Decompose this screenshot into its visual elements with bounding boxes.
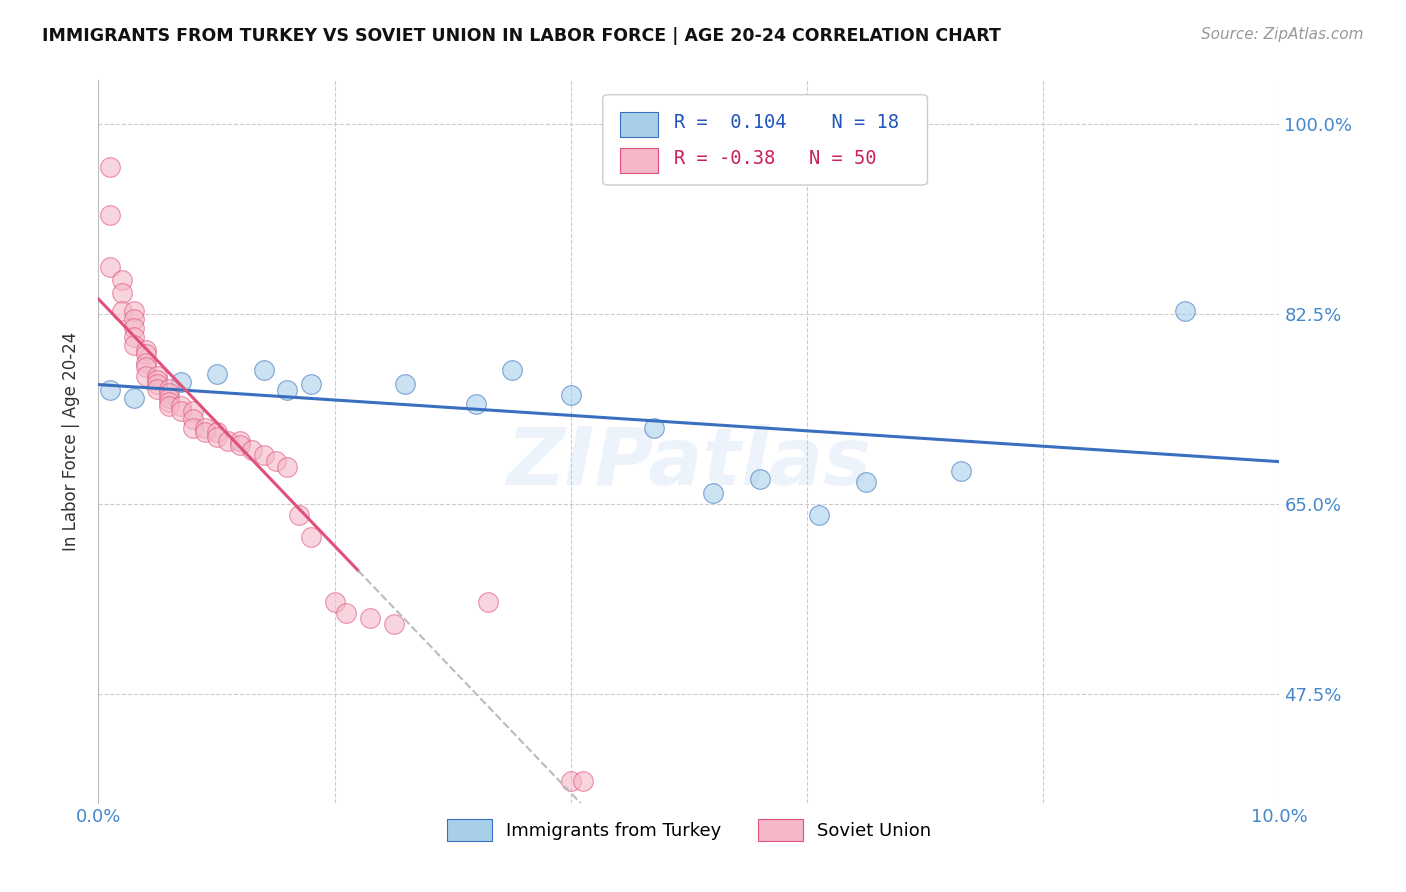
Text: Source: ZipAtlas.com: Source: ZipAtlas.com xyxy=(1201,27,1364,42)
Point xyxy=(276,383,298,397)
FancyBboxPatch shape xyxy=(620,112,658,137)
Point xyxy=(135,356,157,370)
Legend: Immigrants from Turkey, Soviet Union: Immigrants from Turkey, Soviet Union xyxy=(440,812,938,848)
Point xyxy=(394,377,416,392)
Point xyxy=(111,286,134,301)
Point xyxy=(299,377,322,392)
Point xyxy=(253,448,276,462)
Point xyxy=(157,399,180,413)
Point xyxy=(205,425,228,440)
Point xyxy=(501,363,523,377)
Point xyxy=(122,329,145,343)
Point xyxy=(205,430,228,444)
Point xyxy=(855,475,877,490)
Point xyxy=(122,303,145,318)
Point xyxy=(465,397,488,411)
Point xyxy=(157,391,180,405)
Point xyxy=(276,460,298,475)
Point xyxy=(146,373,169,387)
Point xyxy=(122,391,145,405)
Point xyxy=(643,421,665,435)
Point xyxy=(1174,303,1197,318)
Point xyxy=(229,438,252,452)
Point xyxy=(181,403,204,417)
Y-axis label: In Labor Force | Age 20-24: In Labor Force | Age 20-24 xyxy=(62,332,80,551)
Point xyxy=(135,347,157,361)
Point xyxy=(382,616,405,631)
Point xyxy=(146,382,169,396)
Point xyxy=(98,383,121,397)
Point xyxy=(122,338,145,352)
Point xyxy=(748,472,770,486)
Point xyxy=(122,321,145,335)
Point xyxy=(205,367,228,381)
Point xyxy=(122,312,145,326)
Point xyxy=(217,434,239,448)
Point xyxy=(323,595,346,609)
FancyBboxPatch shape xyxy=(603,95,928,185)
Point xyxy=(135,368,157,383)
Point xyxy=(240,442,263,457)
Point xyxy=(181,421,204,435)
Point xyxy=(111,273,134,287)
Point xyxy=(359,611,381,625)
Point xyxy=(146,368,169,383)
Point xyxy=(111,303,134,318)
Text: IMMIGRANTS FROM TURKEY VS SOVIET UNION IN LABOR FORCE | AGE 20-24 CORRELATION CH: IMMIGRANTS FROM TURKEY VS SOVIET UNION I… xyxy=(42,27,1001,45)
Point xyxy=(560,774,582,789)
Point xyxy=(170,403,193,417)
Point xyxy=(98,260,121,275)
Point xyxy=(157,382,180,396)
Point xyxy=(335,606,357,620)
Point xyxy=(135,343,157,357)
Text: R = -0.38   N = 50: R = -0.38 N = 50 xyxy=(673,149,876,168)
Point xyxy=(157,386,180,401)
Point xyxy=(146,377,169,392)
Point xyxy=(98,160,121,174)
Point xyxy=(181,412,204,426)
Point xyxy=(807,508,830,522)
Point xyxy=(949,464,972,478)
Point xyxy=(194,421,217,435)
FancyBboxPatch shape xyxy=(620,148,658,173)
Text: R =  0.104    N = 18: R = 0.104 N = 18 xyxy=(673,112,898,132)
Point xyxy=(170,376,193,390)
Point xyxy=(288,508,311,522)
Point xyxy=(229,434,252,448)
Point xyxy=(135,360,157,375)
Point xyxy=(98,208,121,222)
Point xyxy=(702,486,724,500)
Point xyxy=(157,395,180,409)
Point xyxy=(299,530,322,544)
Point xyxy=(170,399,193,413)
Text: ZIPatlas: ZIPatlas xyxy=(506,425,872,502)
Point xyxy=(571,774,593,789)
Point xyxy=(264,453,287,467)
Point xyxy=(477,595,499,609)
Point xyxy=(194,425,217,440)
Point xyxy=(560,388,582,402)
Point xyxy=(253,363,276,377)
